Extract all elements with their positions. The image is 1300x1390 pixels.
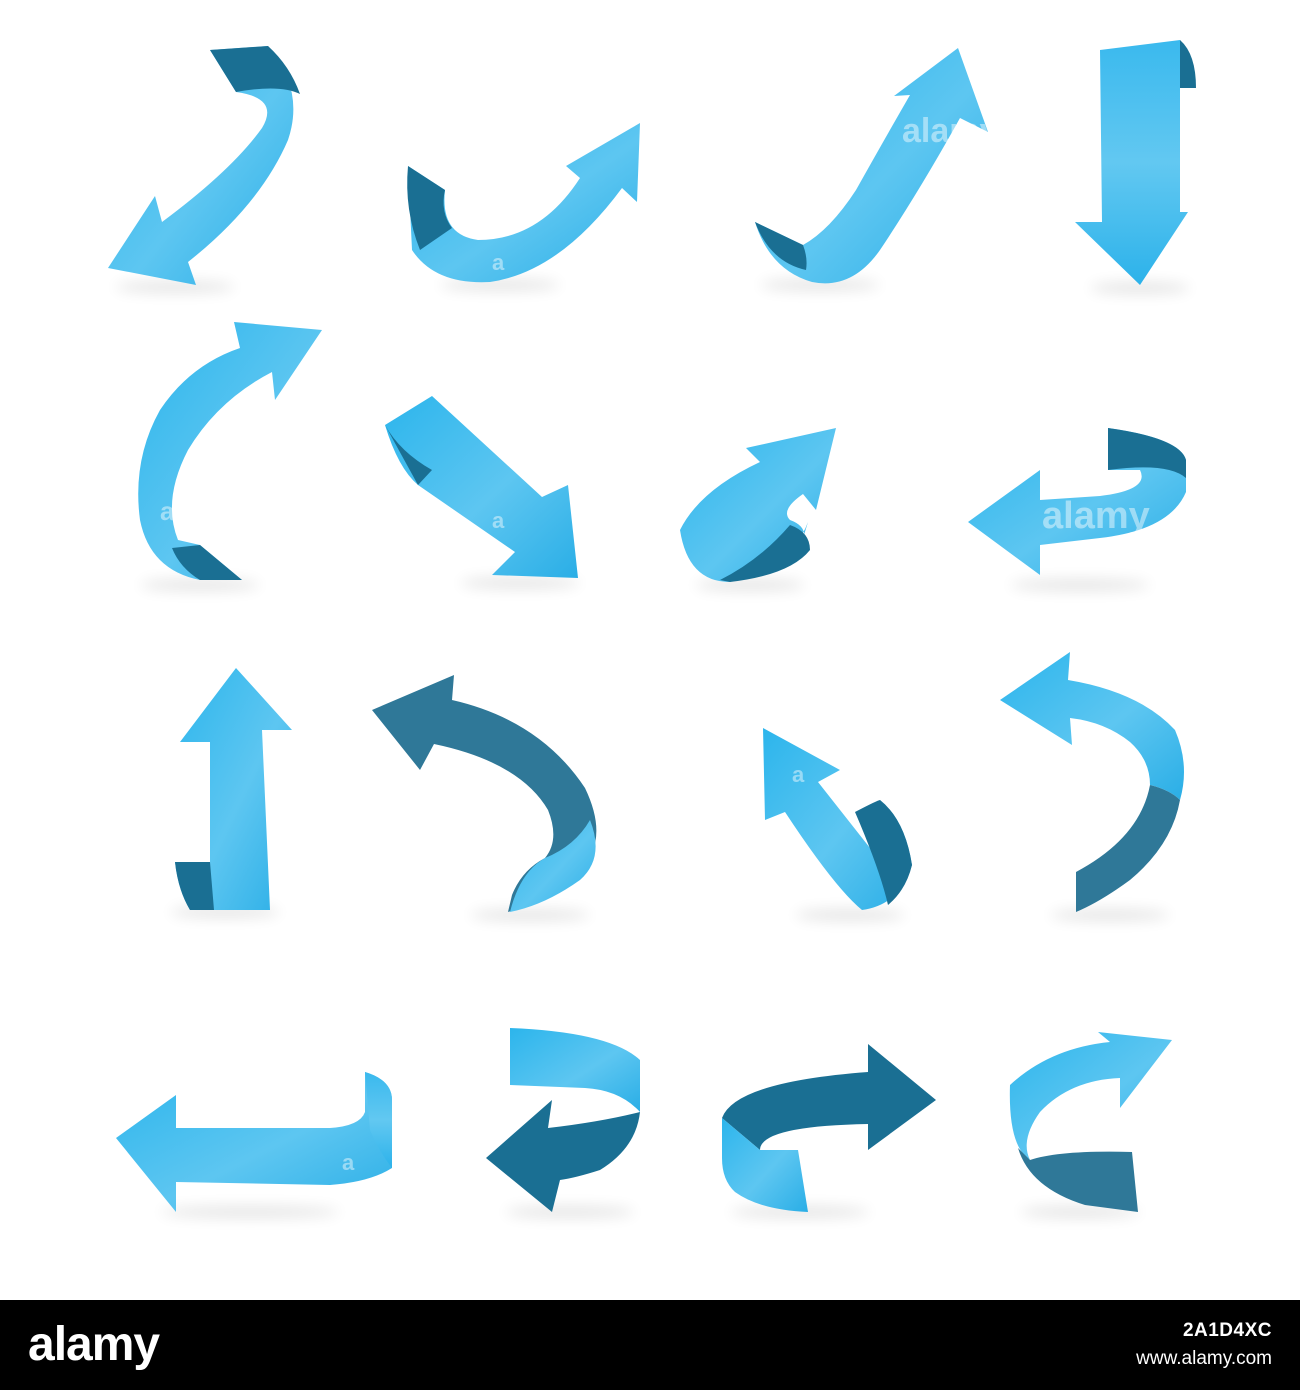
image-id: 2A1D4XC — [1182, 1320, 1272, 1341]
arrow-15-curve-right — [722, 1044, 936, 1218]
arrow-2-curve-up-right — [407, 123, 640, 291]
arrow-1-curve-down-left — [108, 46, 300, 293]
stock-footer-bar: alamy 2A1D4XC www.alamy.com — [0, 1300, 1300, 1390]
arrow-11-up-left — [763, 728, 912, 921]
watermark-initial: a — [342, 1150, 355, 1175]
alamy-logo: alamy — [28, 1318, 160, 1371]
arrow-12-curve-left — [1000, 652, 1184, 921]
arrow-16-curve-right — [1009, 1032, 1172, 1218]
watermarks: alamy alamy a a a a a — [160, 112, 1150, 1175]
arrow-4-down — [1075, 40, 1196, 294]
watermark-initial: a — [492, 508, 505, 533]
footer-info: 2A1D4XC www.alamy.com — [1136, 1320, 1272, 1370]
watermark-initial: a — [492, 250, 505, 275]
arrow-7-up-right — [680, 428, 836, 591]
watermark-text: alamy — [902, 112, 998, 150]
arrow-3-curve-up-right — [755, 48, 988, 291]
arrow-8-curve-left — [968, 428, 1186, 591]
site-url[interactable]: www.alamy.com — [1136, 1348, 1272, 1369]
arrow-6-down-right — [385, 396, 580, 589]
watermark-initial: a — [160, 496, 175, 526]
arrow-5-curve-up-right — [138, 322, 322, 591]
arrow-14-curve-left — [486, 1028, 640, 1218]
arrow-9-up — [170, 668, 292, 918]
arrow-13-curve-left — [116, 1072, 392, 1218]
arrow-10-curve-up-left — [372, 675, 597, 921]
watermark-initial: a — [792, 762, 805, 787]
arrows-artwork: alamy alamy a a a a a — [108, 40, 1196, 1218]
watermark-text: alamy — [1042, 495, 1150, 537]
